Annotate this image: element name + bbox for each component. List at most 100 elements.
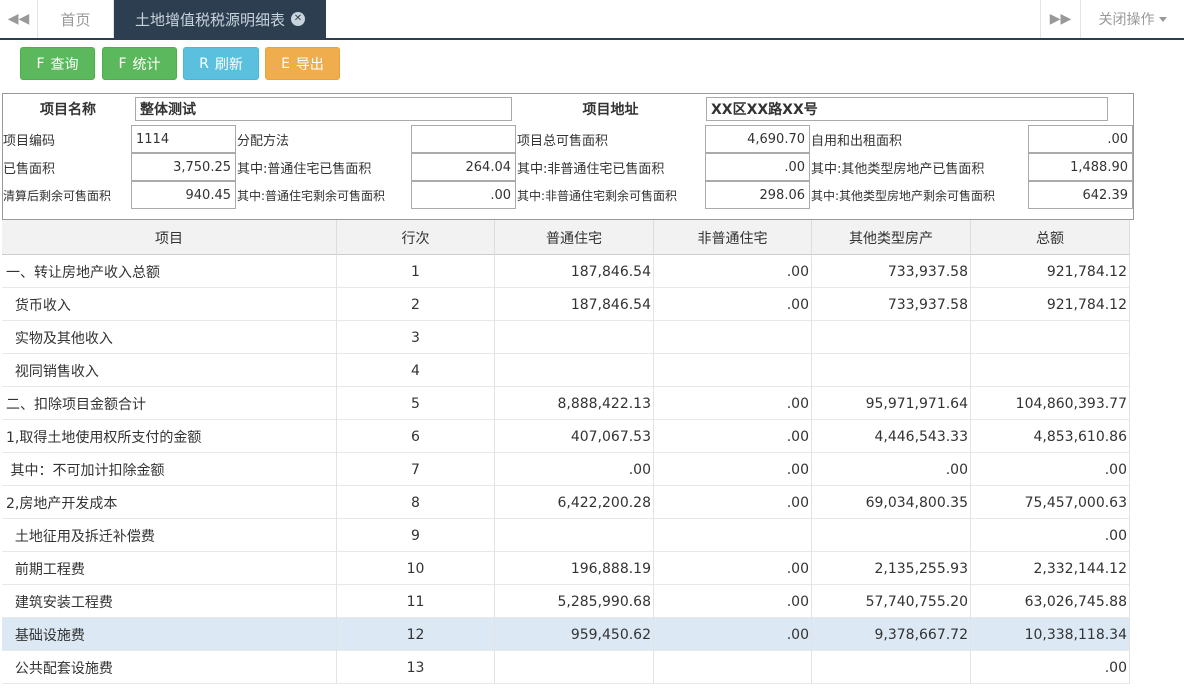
nonordinary-cell: .00 xyxy=(654,453,812,486)
ordinary-cell: .00 xyxy=(495,453,654,486)
other-cell xyxy=(812,519,971,552)
close-icon[interactable]: ✕ xyxy=(291,12,305,26)
close-operations-label: 关闭操作 xyxy=(1098,12,1155,28)
remain-ordinary-field[interactable]: .00 xyxy=(411,181,516,209)
nonordinary-cell xyxy=(654,519,812,552)
self-use-area-label: 自用和出租面积 xyxy=(811,133,903,149)
column-header-total[interactable]: 总额 xyxy=(971,220,1130,255)
table-row[interactable]: 实物及其他收入 3 xyxy=(2,321,1130,354)
other-cell: 733,937.58 xyxy=(812,255,971,288)
line-cell: 4 xyxy=(337,354,495,387)
other-cell: 2,135,255.93 xyxy=(812,552,971,585)
remaining-area-field[interactable]: 940.45 xyxy=(131,181,236,209)
column-header-line[interactable]: 行次 xyxy=(337,220,495,255)
export-shortcut: E xyxy=(281,55,290,72)
line-cell: 12 xyxy=(337,618,495,651)
statistics-button[interactable]: F 统计 xyxy=(102,47,177,80)
table-row[interactable]: 1,取得土地使用权所支付的金额 6 407,067.53.00 4,446,543.3… xyxy=(2,420,1130,453)
other-cell xyxy=(812,354,971,387)
table-row[interactable]: 公共配套设施费 13 .00 xyxy=(2,651,1130,684)
total-cell: 63,026,745.88 xyxy=(971,585,1130,618)
item-cell: 建筑安装工程费 xyxy=(2,585,337,618)
item-cell: 公共配套设施费 xyxy=(2,651,337,684)
tab-home[interactable]: 首页 xyxy=(38,0,114,38)
table-row[interactable]: 二、扣除项目金额合计 5 8,888,422.13.00 95,971,971.64 1… xyxy=(2,387,1130,420)
project-info-panel: 项目名称 整体测试 项目地址 XX区XX路XX号 项目编码 1114 分配方法 … xyxy=(2,93,1134,220)
item-cell: 基础设施费 xyxy=(2,618,337,651)
table-row[interactable]: 视同销售收入 4 xyxy=(2,354,1130,387)
item-cell: 视同销售收入 xyxy=(2,354,337,387)
tab-active-label: 土地增值税税源明细表 xyxy=(134,10,285,29)
table-row[interactable]: 前期工程费 10 196,888.19.00 2,135,255.93 2,332,14… xyxy=(2,552,1130,585)
total-cell xyxy=(971,321,1130,354)
remain-nonordinary-field[interactable]: 298.06 xyxy=(705,181,810,209)
column-header-other[interactable]: 其他类型房产 xyxy=(812,220,971,255)
scroll-right-icon[interactable]: ▶▶ xyxy=(1040,0,1080,38)
total-cell: .00 xyxy=(971,651,1130,684)
item-cell: 其中：不可加计扣除金额 xyxy=(2,453,337,486)
ordinary-cell: 407,067.53 xyxy=(495,420,654,453)
table-row[interactable]: 货币收入 2 187,846.54.00 733,937.58 921,784.12 xyxy=(2,288,1130,321)
other-cell: .00 xyxy=(812,453,971,486)
chevron-down-icon xyxy=(1158,16,1167,22)
total-cell: 2,332,144.12 xyxy=(971,552,1130,585)
table-row[interactable]: 基础设施费 12 959,450.62.00 9,378,667.72 10,338,1… xyxy=(2,618,1130,651)
total-cell xyxy=(971,354,1130,387)
total-cell: .00 xyxy=(971,519,1130,552)
scroll-left-icon[interactable]: ◀◀ xyxy=(0,0,38,38)
ordinary-cell xyxy=(495,321,654,354)
column-header-item[interactable]: 项目 xyxy=(2,220,337,255)
ordinary-cell: 5,285,990.68 xyxy=(495,585,654,618)
grid-header: 项目 行次 普通住宅 非普通住宅 其他类型房产 总额 xyxy=(2,220,1130,255)
project-address-label: 项目地址 xyxy=(582,102,639,118)
query-shortcut: F xyxy=(36,55,45,72)
ordinary-cell xyxy=(495,354,654,387)
other-cell: 9,378,667.72 xyxy=(812,618,971,651)
nonordinary-cell: .00 xyxy=(654,255,812,288)
nonordinary-cell xyxy=(654,321,812,354)
project-name-field[interactable]: 整体测试 xyxy=(135,97,512,121)
self-use-area-field[interactable]: .00 xyxy=(1028,125,1133,153)
toolbar: F 查询 F 统计 R 刷新 E 导出 xyxy=(20,47,340,80)
column-header-ordinary[interactable]: 普通住宅 xyxy=(495,220,654,255)
remain-ordinary-label: 其中:普通住宅剩余可售面积 xyxy=(237,188,386,203)
project-code-field[interactable]: 1114 xyxy=(131,125,236,153)
remain-nonordinary-label: 其中:非普通住宅剩余可售面积 xyxy=(517,188,678,203)
allocation-method-field[interactable] xyxy=(411,125,516,153)
sold-ordinary-field[interactable]: 264.04 xyxy=(411,153,516,181)
column-header-nonordinary[interactable]: 非普通住宅 xyxy=(654,220,812,255)
project-address-field[interactable]: XX区XX路XX号 xyxy=(706,97,1108,121)
refresh-shortcut: R xyxy=(199,55,209,72)
table-row[interactable]: 一、转让房地产收入总额 1 187,846.54.00 733,937.58 921,7… xyxy=(2,255,1130,288)
other-cell xyxy=(812,651,971,684)
total-cell: .00 xyxy=(971,453,1130,486)
total-sellable-area-field[interactable]: 4,690.70 xyxy=(705,125,810,153)
tab-active[interactable]: 土地增值税税源明细表 ✕ xyxy=(114,0,326,38)
export-button[interactable]: E 导出 xyxy=(265,47,340,80)
remain-other-field[interactable]: 642.39 xyxy=(1028,181,1133,209)
refresh-label: 刷新 xyxy=(214,56,243,73)
line-cell: 6 xyxy=(337,420,495,453)
item-cell: 一、转让房地产收入总额 xyxy=(2,255,337,288)
table-row[interactable]: 其中：不可加计扣除金额 7.00.00.00.00 xyxy=(2,453,1130,486)
sold-nonordinary-field[interactable]: .00 xyxy=(705,153,810,181)
table-row[interactable]: 2,房地产开发成本 8 6,422,200.28.00 69,034,800.35 75… xyxy=(2,486,1130,519)
item-cell: 货币收入 xyxy=(2,288,337,321)
other-cell: 69,034,800.35 xyxy=(812,486,971,519)
nonordinary-cell: .00 xyxy=(654,486,812,519)
ordinary-cell xyxy=(495,651,654,684)
total-sellable-area-label: 项目总可售面积 xyxy=(517,133,609,149)
project-code-label: 项目编码 xyxy=(3,133,56,149)
nonordinary-cell: .00 xyxy=(654,585,812,618)
refresh-button[interactable]: R 刷新 xyxy=(183,47,259,80)
close-operations-dropdown[interactable]: 关闭操作 xyxy=(1080,0,1184,38)
line-cell: 9 xyxy=(337,519,495,552)
table-row[interactable]: 土地征用及拆迁补偿费 9 .00 xyxy=(2,519,1130,552)
sold-area-field[interactable]: 3,750.25 xyxy=(131,153,236,181)
line-cell: 5 xyxy=(337,387,495,420)
nonordinary-cell: .00 xyxy=(654,387,812,420)
other-cell: 733,937.58 xyxy=(812,288,971,321)
query-button[interactable]: F 查询 xyxy=(20,47,95,80)
table-row[interactable]: 建筑安装工程费 11 5,285,990.68.00 57,740,755.20 63,… xyxy=(2,585,1130,618)
sold-other-field[interactable]: 1,488.90 xyxy=(1028,153,1133,181)
